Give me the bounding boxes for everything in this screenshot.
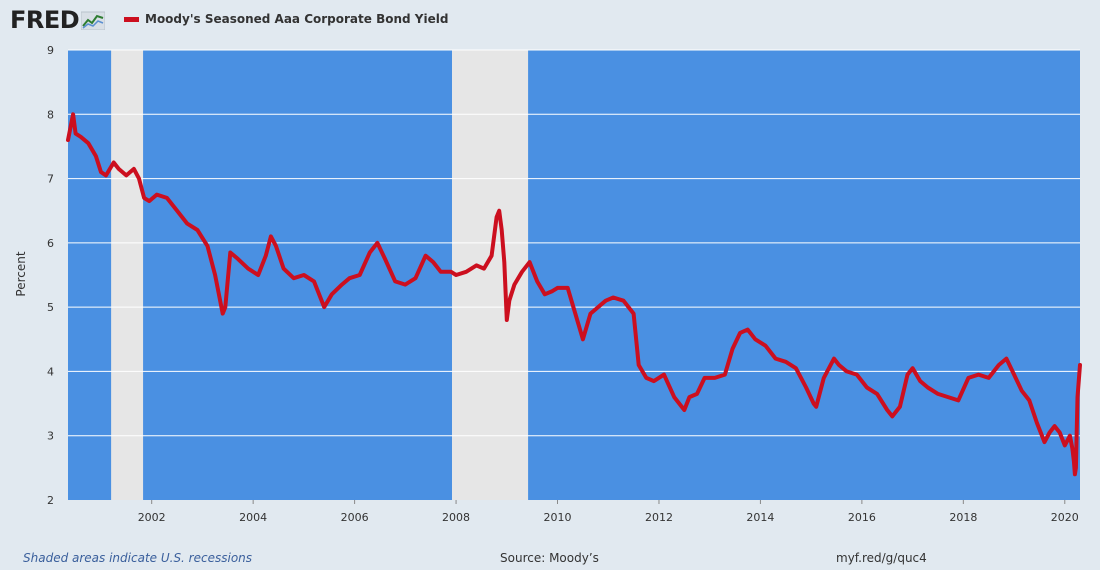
x-tick-label: 2008 [442,511,470,524]
recession-note: Shaded areas indicate U.S. recessions [23,551,253,565]
y-tick-label: 3 [47,430,54,443]
y-tick-label: 6 [47,237,54,250]
series-line [66,112,1082,477]
legend-swatch [124,16,139,22]
x-tick-label: 2016 [848,511,876,524]
x-tick-label: 2018 [949,511,977,524]
logo-text: FRED [10,6,80,34]
x-tick-label: 2006 [341,511,369,524]
x-tick-label: 2014 [746,511,774,524]
short-link[interactable]: myf.red/g/quc4 [836,551,927,565]
recession-band [452,50,529,500]
y-tick-label: 4 [47,365,54,378]
line-chart: 2 3 4 5 6 7 8 9 2002 2004 2006 2008 2010 2012 2014 201… [14,44,1082,524]
source-label: Source: Moody’s [500,551,599,565]
line-graph-icon [81,11,106,30]
x-tick-label: 2004 [239,511,267,524]
y-tick-label: 5 [47,301,54,314]
x-tick-label: 2010 [544,511,572,524]
header: FRED Moody's Seasoned Aaa Corporate Bond… [0,0,1100,40]
x-tick-label: 2020 [1051,511,1079,524]
x-tick-label: 2012 [645,511,673,524]
y-tick-label: 9 [47,44,54,57]
y-axis-label: Percent [14,251,28,296]
y-tick-label: 7 [47,173,54,186]
recession-band [111,50,144,500]
fred-logo[interactable]: FRED [10,6,106,34]
legend: Moody's Seasoned Aaa Corporate Bond Yiel… [124,12,448,26]
x-tick-label: 2002 [138,511,166,524]
y-tick-label: 2 [47,494,54,507]
legend-series-label: Moody's Seasoned Aaa Corporate Bond Yiel… [145,12,449,26]
y-tick-label: 8 [47,108,54,121]
plot-background [68,50,1080,500]
